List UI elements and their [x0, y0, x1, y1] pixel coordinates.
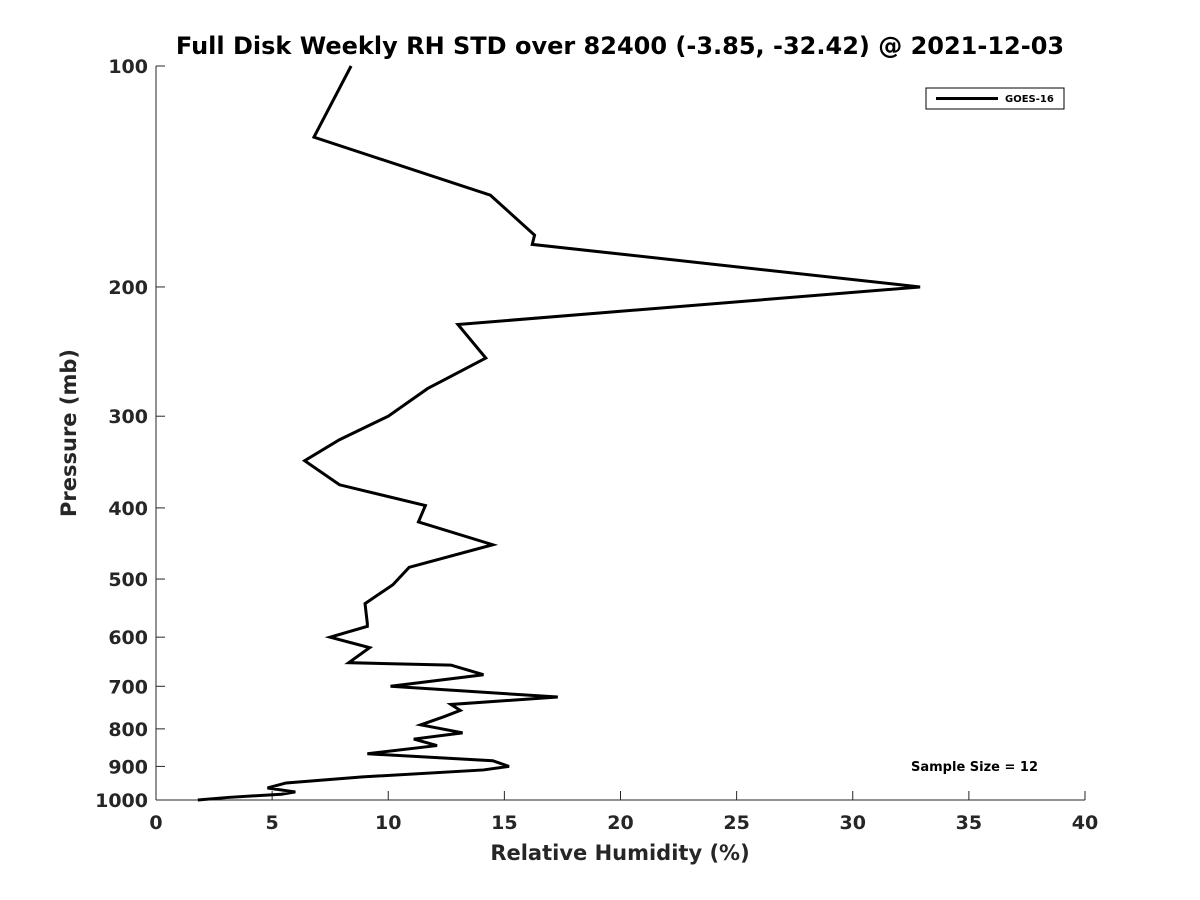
x-tick-label: 0 [149, 812, 162, 834]
x-tick-label: 5 [266, 812, 279, 834]
y-tick-label: 800 [108, 719, 148, 741]
x-tick-label: 30 [840, 812, 866, 834]
y-tick-label: 1000 [95, 790, 148, 812]
x-tick-label: 10 [375, 812, 401, 834]
y-tick-label: 600 [108, 627, 148, 649]
legend: GOES-16 [925, 87, 1065, 110]
x-axis-label: Relative Humidity (%) [490, 841, 749, 865]
x-tick-label: 20 [607, 812, 633, 834]
chart-title: Full Disk Weekly RH STD over 82400 (-3.8… [176, 32, 1064, 60]
y-tick-label: 900 [108, 756, 148, 778]
y-tick-label: 500 [108, 569, 148, 591]
y-tick-label: 100 [108, 56, 148, 78]
legend-label-goes-16: GOES-16 [1005, 94, 1054, 105]
x-axis: 0 5 10 15 20 25 30 35 40 [149, 791, 1098, 834]
x-tick-label: 25 [723, 812, 749, 834]
y-axis-label: Pressure (mb) [57, 349, 81, 517]
plot-area [197, 65, 921, 802]
x-tick-label: 15 [491, 812, 517, 834]
sample-size-annotation: Sample Size = 12 [911, 760, 1038, 775]
series-line-goes-16 [197, 65, 921, 802]
y-tick-label: 400 [108, 498, 148, 520]
y-tick-label: 300 [108, 406, 148, 428]
x-tick-label: 35 [956, 812, 982, 834]
y-tick-label: 200 [108, 277, 148, 299]
x-tick-label: 40 [1072, 812, 1098, 834]
y-axis: 100 200 300 400 500 600 700 800 900 1000 [95, 56, 165, 812]
y-tick-label: 700 [108, 676, 148, 698]
